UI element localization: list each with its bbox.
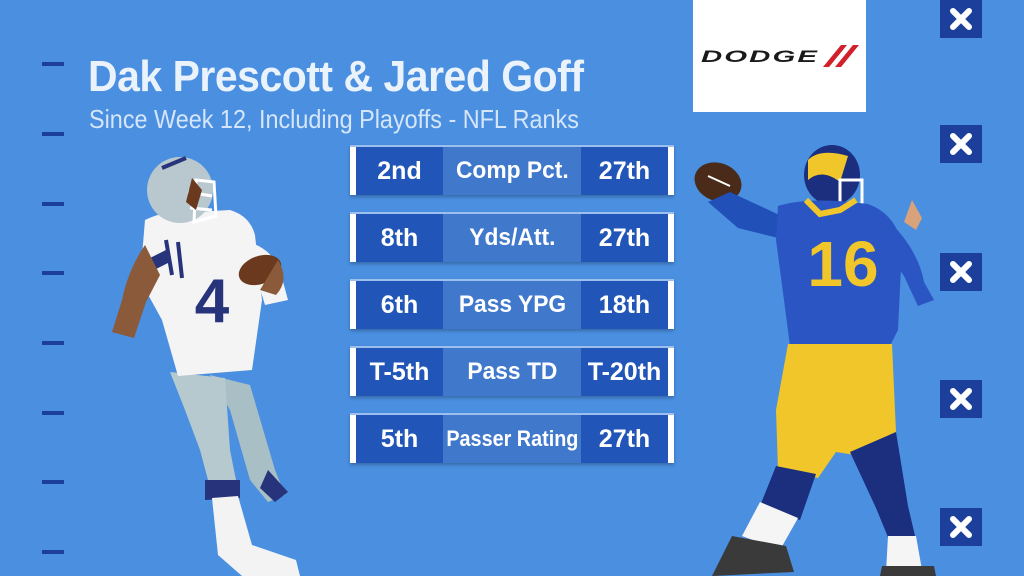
left-rank: T-5th xyxy=(356,348,443,396)
stat-category: Pass TD xyxy=(443,348,581,396)
category-label: Comp Pct. xyxy=(455,157,569,184)
left-rank: 2nd xyxy=(356,147,443,195)
sponsor-logo: DODGE xyxy=(693,0,866,112)
stat-category: Comp Pct. xyxy=(443,147,581,195)
yard-tick xyxy=(42,132,64,136)
row-edge xyxy=(350,281,356,329)
yard-tick xyxy=(42,62,64,66)
svg-text:DODGE: DODGE xyxy=(701,47,819,66)
row-edge xyxy=(668,415,674,463)
row-edge xyxy=(668,281,674,329)
x-mark-icon xyxy=(940,253,982,291)
yard-tick xyxy=(42,480,64,484)
yard-tick xyxy=(42,202,64,206)
category-label: Pass TD xyxy=(467,358,557,385)
stat-row-comp-pct: 2nd Comp Pct. 27th xyxy=(350,145,674,195)
yard-tick xyxy=(42,341,64,345)
row-edge xyxy=(668,348,674,396)
left-rank: 6th xyxy=(356,281,443,329)
yard-tick xyxy=(42,271,64,275)
stat-category: Yds/Att. xyxy=(443,214,581,262)
stat-category: Passer Rating xyxy=(443,415,581,463)
right-rank: 27th xyxy=(581,415,668,463)
left-rank: 5th xyxy=(356,415,443,463)
x-mark-icon xyxy=(940,508,982,546)
category-label: Passer Rating xyxy=(445,426,579,451)
row-edge xyxy=(350,415,356,463)
stat-row-pass-td: T-5th Pass TD T-20th xyxy=(350,346,674,396)
dodge-logo: DODGE xyxy=(701,45,859,67)
stat-row-pass-ypg: 6th Pass YPG 18th xyxy=(350,279,674,329)
row-edge xyxy=(350,147,356,195)
stat-row-passer-rating: 5th Passer Rating 27th xyxy=(350,413,674,463)
row-edge xyxy=(668,147,674,195)
stat-category: Pass YPG xyxy=(443,281,581,329)
right-rank: T-20th xyxy=(581,348,668,396)
left-rank: 8th xyxy=(356,214,443,262)
x-mark-icon xyxy=(940,0,982,38)
category-label: Pass YPG xyxy=(458,291,566,318)
right-rank: 27th xyxy=(581,214,668,262)
x-mark-icon xyxy=(940,125,982,163)
right-rank: 18th xyxy=(581,281,668,329)
stat-row-yds-att: 8th Yds/Att. 27th xyxy=(350,212,674,262)
row-edge xyxy=(350,348,356,396)
row-edge xyxy=(350,214,356,262)
player-right-photo: 16 xyxy=(694,145,936,576)
x-mark-icon xyxy=(940,380,982,418)
category-label: Yds/Att. xyxy=(468,224,556,251)
player-left-photo: 4 xyxy=(112,156,300,576)
graphic-subtitle: Since Week 12, Including Playoffs - NFL … xyxy=(89,104,579,134)
left-jersey-number: 4 xyxy=(195,267,230,336)
row-edge xyxy=(668,214,674,262)
right-jersey-number: 16 xyxy=(807,228,878,300)
yard-tick xyxy=(42,411,64,415)
yard-tick xyxy=(42,550,64,554)
graphic-title: Dak Prescott & Jared Goff xyxy=(88,52,584,101)
right-rank: 27th xyxy=(581,147,668,195)
